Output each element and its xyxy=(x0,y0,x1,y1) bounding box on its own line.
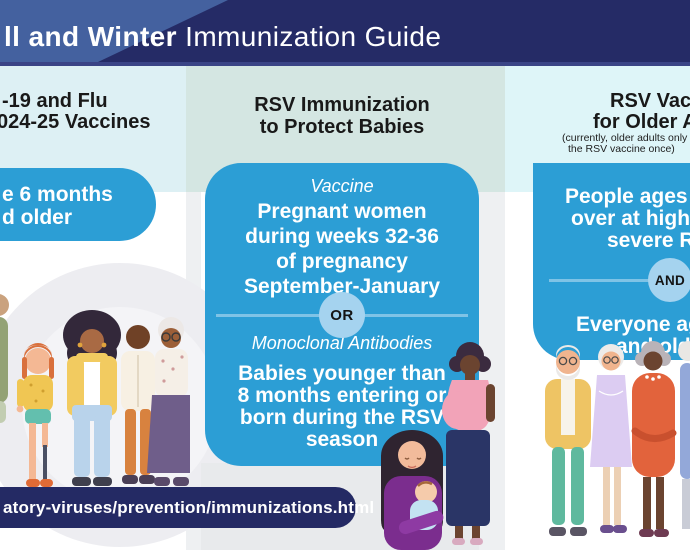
partial-person-illustration xyxy=(0,293,16,423)
older-adults-illustration xyxy=(533,335,690,545)
rsv-babies-title-line2: to Protect Babies xyxy=(259,116,425,138)
covid-flu-title-line2: 024-25 Vaccines xyxy=(0,111,151,133)
rsv-babies-title: RSV Immunization to Protect Babies xyxy=(205,94,479,138)
or-badge: OR xyxy=(319,292,365,338)
rsv-older-box-line1: People ages 60 and xyxy=(565,185,690,208)
mab-text-line2: 8 months entering or xyxy=(237,384,447,407)
rsv-older-subtitle-line1: (currently, older adults only need xyxy=(562,132,690,144)
rsv-older-box-line2: over at higher risk of xyxy=(571,207,690,230)
rsv-older-title-line2: for Older Adults xyxy=(593,111,690,133)
pregnant-woman-illustration xyxy=(430,340,504,546)
mab-text-line4: season xyxy=(305,428,379,451)
vaccine-text-line3: of pregnancy xyxy=(276,250,408,273)
header-divider-line xyxy=(0,62,690,66)
monoclonal-antibodies-text: Babies younger than 8 months entering or… xyxy=(205,363,479,451)
vaccine-text-line1: Pregnant women xyxy=(257,200,427,223)
url-text: atory-viruses/prevention/immunizations.h… xyxy=(3,498,375,517)
mab-text-line3: born during the RSV xyxy=(239,406,445,429)
mother-holding-baby-illustration xyxy=(362,418,464,550)
covid-flu-title-line1: -19 and Flu xyxy=(2,90,108,112)
url-bar xyxy=(0,487,356,528)
vaccine-text-line4: September-January xyxy=(243,275,441,298)
family-illustration xyxy=(0,285,190,500)
vaccine-text: Pregnant women during weeks 32-36 of pre… xyxy=(205,199,479,299)
rsv-older-box-line3: severe RSV xyxy=(607,229,690,252)
monoclonal-antibodies-label: Monoclonal Antibodies xyxy=(251,333,433,353)
and-badge: AND xyxy=(648,258,690,302)
vaccine-label: Vaccine xyxy=(310,176,374,196)
header-banner: ll and Winter Immunization Guide xyxy=(0,0,690,62)
covid-flu-audience-line1: e 6 months xyxy=(2,183,113,206)
page-title-bold: ll and Winter xyxy=(4,21,177,52)
rsv-older-title-line1: RSV Vaccine xyxy=(610,90,690,112)
vaccine-text-line2: during weeks 32-36 xyxy=(245,225,439,248)
covid-flu-audience-line2: d older xyxy=(2,206,73,229)
and-divider-line xyxy=(549,279,653,282)
mab-text-line1: Babies younger than xyxy=(238,362,446,385)
rsv-older-subtitle-line2: the RSV vaccine once) xyxy=(568,143,675,155)
rsv-babies-title-line1: RSV Immunization xyxy=(254,94,430,116)
page-title: ll and Winter Immunization Guide xyxy=(4,21,441,53)
page-title-regular: Immunization Guide xyxy=(176,21,442,52)
rsv-older-box-line4: Everyone ages 75 xyxy=(576,313,690,336)
covid-flu-audience-bubble xyxy=(0,168,156,241)
